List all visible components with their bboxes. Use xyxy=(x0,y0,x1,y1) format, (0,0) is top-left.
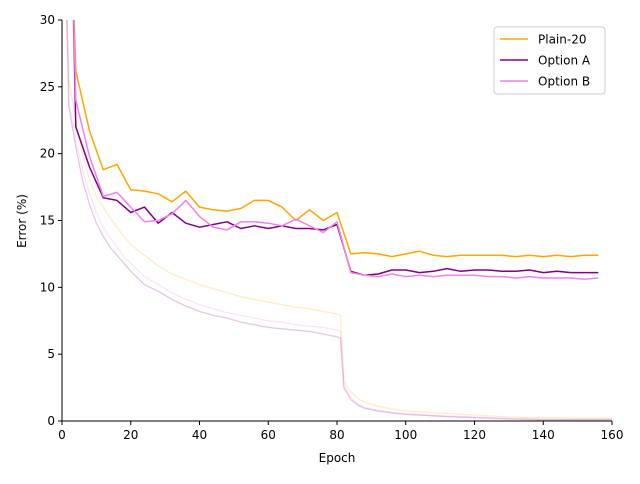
y-tick-label: 10 xyxy=(40,280,55,294)
x-tick-label: 20 xyxy=(123,428,138,442)
legend: Plain-20 Option A Option B xyxy=(493,26,606,95)
y-tick-label: 20 xyxy=(40,147,55,161)
legend-label: Option B xyxy=(538,75,590,89)
x-tick-label: 80 xyxy=(329,428,344,442)
x-axis-label: Epoch xyxy=(319,451,356,465)
x-ticks: 0 20 40 60 80 100 120 140 160 xyxy=(58,421,623,442)
train-line-series-5 xyxy=(66,20,612,421)
y-tick-label: 5 xyxy=(47,347,55,361)
legend-label: Option A xyxy=(538,54,591,68)
train-line-series-4 xyxy=(66,20,612,421)
train-line-series-3 xyxy=(66,20,612,419)
test-line-plain-20 xyxy=(73,20,599,258)
x-tick-label: 0 xyxy=(58,428,66,442)
y-tick-label: 0 xyxy=(47,414,55,428)
test-line-option-b xyxy=(73,20,599,281)
y-tick-label: 30 xyxy=(40,13,55,27)
x-tick-label: 100 xyxy=(394,428,417,442)
train-curves xyxy=(66,20,612,421)
x-tick-label: 60 xyxy=(261,428,276,442)
y-tick-label: 25 xyxy=(40,80,55,94)
x-tick-label: 140 xyxy=(532,428,555,442)
y-tick-label: 15 xyxy=(40,214,55,228)
y-ticks: 0 5 10 15 20 25 30 xyxy=(40,13,62,428)
x-tick-label: 40 xyxy=(192,428,207,442)
test-curves xyxy=(72,20,599,281)
legend-label: Plain-20 xyxy=(538,33,586,47)
x-tick-label: 160 xyxy=(601,428,624,442)
y-axis-label: Error (%) xyxy=(15,194,29,248)
x-tick-label: 120 xyxy=(463,428,486,442)
legend-frame xyxy=(493,26,606,95)
